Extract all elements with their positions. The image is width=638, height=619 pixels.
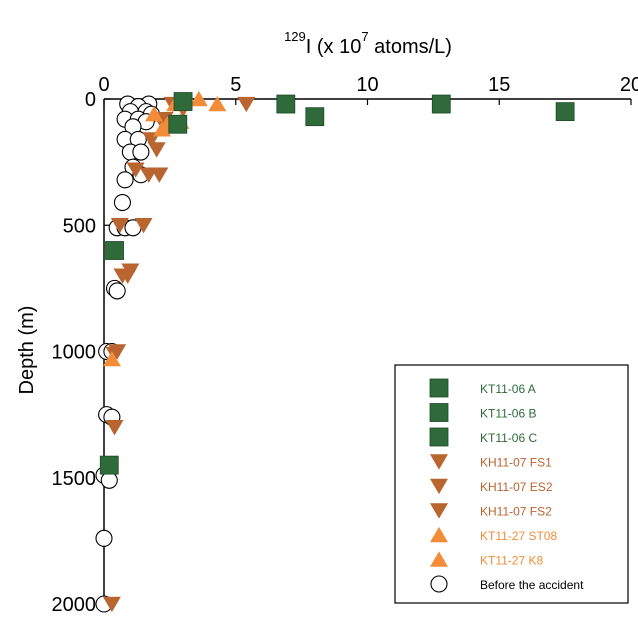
- x-axis-title: 129I (x 107 atoms/L): [284, 29, 452, 58]
- x-axis-title-mid: I (x 10: [306, 36, 362, 58]
- legend-label: Before the accident: [480, 578, 584, 592]
- legend-marker: [430, 503, 448, 519]
- data-point: [113, 193, 131, 212]
- legend-marker: [429, 403, 449, 422]
- data-point: [105, 420, 124, 436]
- data-point: [99, 455, 119, 475]
- y-tick-label: 2000: [52, 594, 97, 616]
- x-axis-title-suffix: atoms/L): [369, 36, 452, 58]
- data-point: [95, 529, 113, 547]
- data-point: [126, 162, 145, 178]
- legend-label: KT11-06 A: [480, 382, 536, 396]
- legend: KT11-06 A KT11-06 B KT11-06 C KH11-07 FS1 KH…: [394, 364, 629, 604]
- data-point: [152, 121, 171, 137]
- data-point: [431, 94, 451, 114]
- legend-marker: [429, 378, 449, 398]
- legend-marker: [429, 427, 449, 447]
- data-point: [105, 241, 124, 260]
- legend-marker: [430, 526, 448, 543]
- data-points: [95, 90, 575, 613]
- data-point: [305, 107, 325, 127]
- legend-label: KH11-07 FS1: [480, 456, 552, 470]
- data-point: [168, 114, 188, 134]
- data-point: [150, 167, 169, 183]
- legend-marker: [430, 575, 448, 593]
- legend-label: KT11-06 B: [480, 407, 536, 421]
- data-point: [108, 282, 126, 300]
- legend-marker: [430, 478, 448, 495]
- y-tick-label: 1000: [52, 342, 97, 364]
- legend-label: KH11-07 FS2: [480, 505, 552, 519]
- y-axis-title: Depth (m): [16, 306, 38, 395]
- data-point: [102, 596, 121, 613]
- data-point: [173, 92, 193, 111]
- x-axis-title-sup2: 7: [361, 29, 368, 44]
- data-point: [116, 171, 134, 189]
- data-point: [145, 106, 164, 122]
- x-tick-label: 10: [356, 74, 378, 96]
- x-tick-label: 15: [488, 74, 510, 96]
- data-point: [134, 218, 153, 234]
- data-point: [189, 90, 208, 107]
- data-point: [121, 263, 140, 279]
- data-point: [208, 95, 227, 112]
- data-point: [110, 218, 129, 234]
- x-tick-label: 0: [98, 74, 109, 96]
- y-tick-label: 0: [85, 89, 96, 111]
- legend-label: KT11-27 K8: [480, 554, 543, 568]
- data-point: [132, 143, 150, 161]
- x-axis-title-sup1: 129: [284, 29, 306, 44]
- data-point: [113, 268, 132, 284]
- legend-label: KH11-07 ES2: [480, 480, 553, 494]
- data-point: [237, 96, 256, 113]
- x-tick-label: 5: [230, 74, 241, 96]
- data-point: [555, 102, 575, 122]
- legend-marker: [430, 551, 448, 567]
- data-point: [102, 350, 121, 367]
- legend-marker: [430, 454, 448, 470]
- data-point: [276, 94, 296, 114]
- data-point: [105, 346, 124, 363]
- y-tick-label: 1500: [52, 468, 97, 490]
- legend-label: KT11-06 C: [480, 431, 537, 445]
- data-point: [100, 471, 118, 489]
- legend-label: KT11-27 ST08: [480, 529, 557, 543]
- y-tick-label: 500: [63, 215, 96, 237]
- x-tick-label: 20: [620, 74, 638, 96]
